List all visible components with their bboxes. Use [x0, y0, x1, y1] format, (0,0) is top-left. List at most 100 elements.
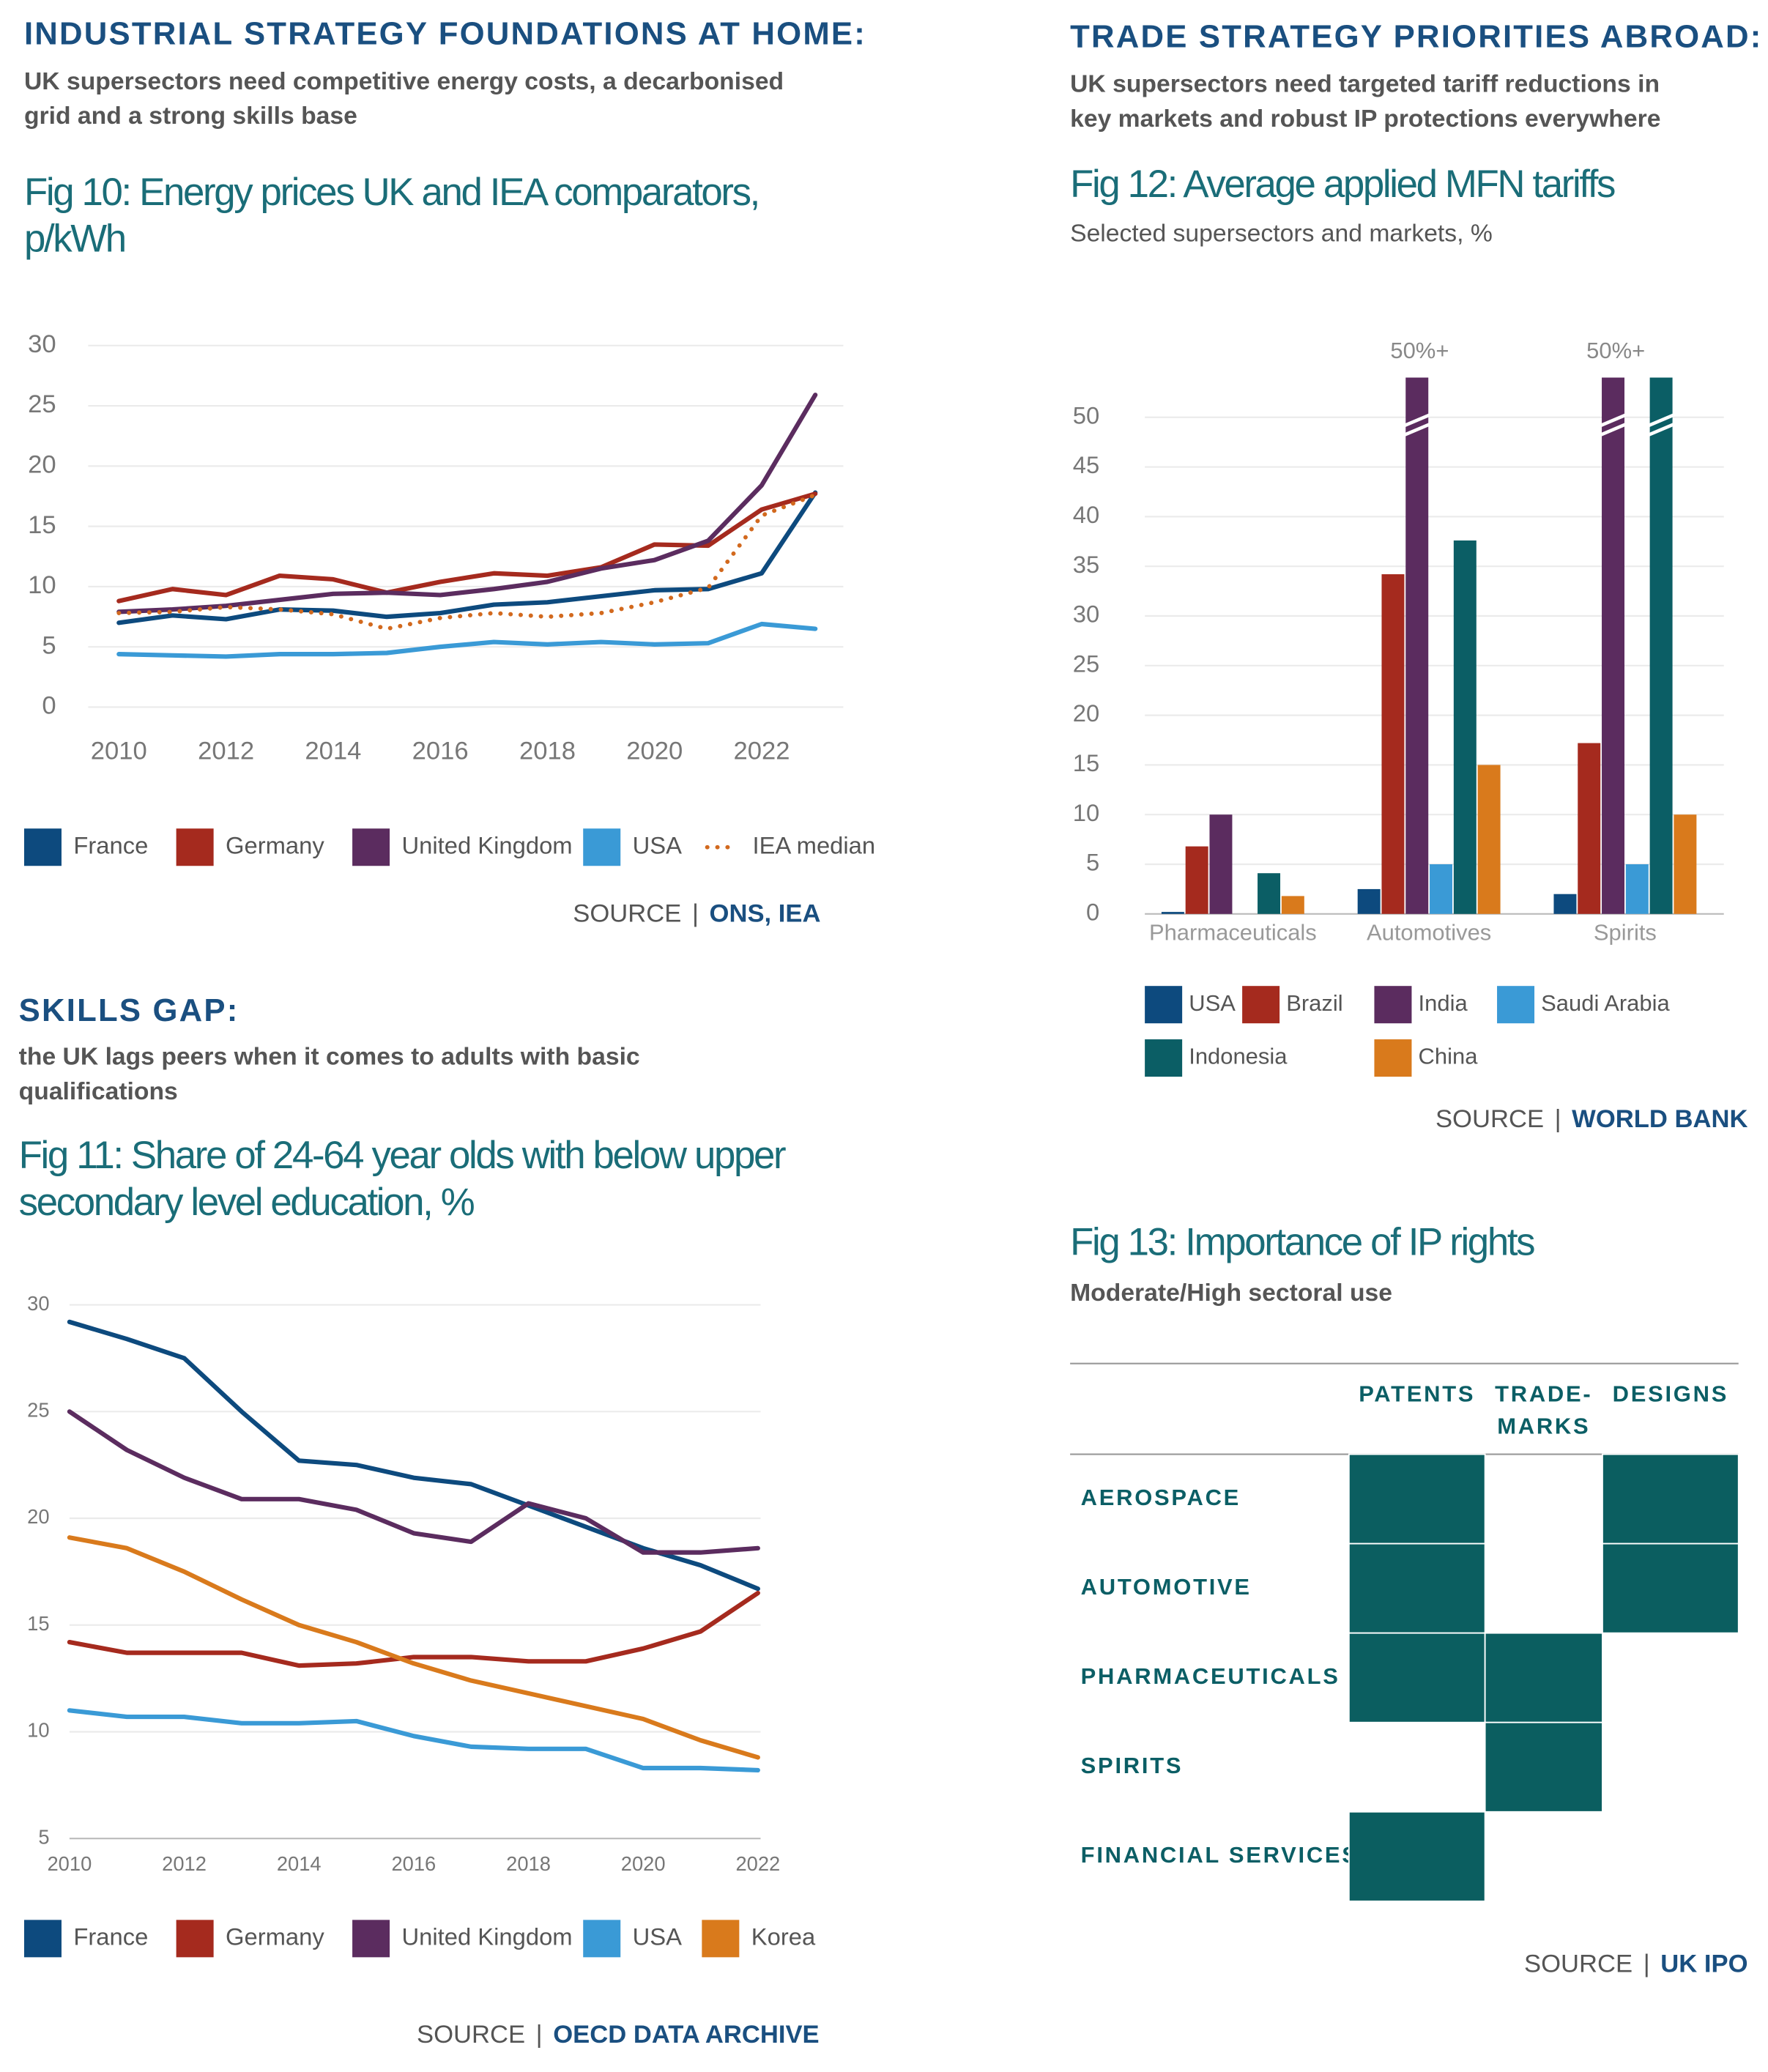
section-subtitle: qualifications — [19, 1077, 178, 1105]
source-label: SOURCE — [1524, 1950, 1633, 1978]
y-tick-label: 25 — [1073, 650, 1099, 677]
value-label: 50%+ — [1586, 338, 1645, 363]
source-separator: | — [1643, 1950, 1650, 1978]
x-tick-label: 2010 — [91, 738, 147, 765]
legend-swatch — [1374, 1039, 1412, 1077]
table-cell — [1602, 1453, 1739, 1545]
source-label: SOURCE — [573, 900, 681, 928]
figure-subtitle: Moderate/High sectoral use — [1070, 1279, 1392, 1307]
row-label: AEROSPACE — [1081, 1485, 1241, 1510]
legend-label: IEA median — [753, 831, 876, 858]
source-label: SOURCE — [417, 2021, 525, 2049]
axis-break — [1600, 413, 1627, 428]
legend-label: India — [1419, 990, 1468, 1016]
bar — [1674, 814, 1697, 914]
section-heading: SKILLS GAP: — [19, 992, 239, 1028]
x-tick-label: 2016 — [391, 1852, 436, 1875]
x-tick-label: Automotives — [1367, 919, 1491, 945]
column-header: PATENTS — [1359, 1381, 1475, 1407]
y-tick-label: 20 — [27, 1505, 49, 1528]
y-tick-label: 40 — [1073, 501, 1099, 528]
figure-title: secondary level education, % — [19, 1181, 475, 1224]
bar — [1649, 377, 1673, 914]
legend-swatch — [1374, 986, 1412, 1024]
bar — [1578, 743, 1601, 914]
section-heading: TRADE STRATEGY PRIORITIES ABROAD: — [1070, 18, 1762, 54]
y-tick-label: 25 — [28, 390, 56, 418]
legend-label: Indonesia — [1189, 1044, 1288, 1069]
x-tick-label: 2020 — [621, 1852, 666, 1875]
x-tick-label: 2022 — [735, 1852, 780, 1875]
source-separator: | — [692, 900, 699, 928]
legend-swatch — [1145, 986, 1183, 1024]
bar — [1453, 540, 1477, 914]
bar — [1209, 814, 1233, 914]
legend-label: Brazil — [1286, 990, 1342, 1016]
legend-label: United Kingdom — [401, 1923, 572, 1950]
legend-label: Germany — [226, 831, 324, 858]
source-separator: | — [1555, 1105, 1561, 1133]
column-header: DESIGNS — [1613, 1381, 1728, 1407]
axis-break — [1403, 423, 1430, 437]
bar — [1185, 846, 1208, 914]
y-tick-label: 10 — [28, 571, 56, 599]
x-tick-label: 2018 — [506, 1852, 551, 1875]
x-tick-label: 2012 — [162, 1852, 207, 1875]
table-cell — [1348, 1632, 1486, 1723]
y-tick-label: 0 — [42, 692, 56, 720]
x-tick-label: 2022 — [734, 738, 790, 765]
y-tick-label: 5 — [1086, 849, 1099, 876]
series-line — [67, 1535, 760, 1760]
y-tick-label: 5 — [42, 631, 56, 659]
x-tick-label: 2020 — [626, 738, 683, 765]
y-tick-label: 15 — [28, 511, 56, 539]
bar — [1161, 912, 1184, 914]
y-tick-label: 20 — [28, 450, 56, 478]
source: SOURCE | UK IPO — [1524, 1950, 1747, 1978]
legend-swatch — [23, 1920, 62, 1958]
y-tick-label: 35 — [1073, 551, 1099, 578]
section-heading: INDUSTRIAL STRATEGY FOUNDATIONS AT HOME: — [24, 16, 866, 52]
source-name: ONS, IEA — [710, 900, 821, 928]
y-tick-label: 15 — [27, 1612, 49, 1635]
series-line — [116, 621, 818, 659]
bar — [1405, 377, 1429, 914]
x-tick-label: 2014 — [305, 738, 361, 765]
figure-title: Fig 10: Energy prices UK and IEA compara… — [24, 171, 759, 214]
legend-swatch — [176, 828, 214, 866]
legend-label: Germany — [226, 1923, 324, 1950]
bar — [1281, 896, 1304, 914]
legend-swatch — [583, 1920, 621, 1958]
section-subtitle: UK supersectors need targeted tariff red… — [1070, 70, 1660, 97]
y-tick-label: 15 — [1073, 749, 1099, 776]
series-line — [67, 1708, 760, 1773]
legend-label: USA — [633, 831, 683, 858]
y-tick-label: 10 — [27, 1719, 49, 1742]
source: SOURCE | ONS, IEA — [573, 900, 820, 928]
bar — [1602, 377, 1625, 914]
legend-label: United Kingdom — [401, 831, 572, 858]
y-tick-label: 25 — [27, 1399, 49, 1422]
x-tick-label: 2016 — [412, 738, 469, 765]
series-line — [116, 492, 818, 631]
series-line — [67, 1590, 760, 1668]
value-label: 50%+ — [1390, 338, 1449, 363]
series-line — [67, 1319, 760, 1592]
legend-swatch — [702, 1920, 740, 1958]
series-line — [116, 393, 818, 614]
legend-swatch — [352, 1920, 390, 1958]
legend-swatch — [1497, 986, 1535, 1024]
x-tick-label: 2014 — [277, 1852, 322, 1875]
legend-swatch — [352, 828, 390, 866]
column-header: MARKS — [1497, 1413, 1590, 1438]
row-label: SPIRITS — [1081, 1753, 1184, 1778]
bar — [1625, 864, 1649, 914]
row-label: PHARMACEUTICALS — [1081, 1663, 1340, 1689]
axis-break — [1647, 413, 1675, 428]
bar — [1381, 574, 1405, 914]
x-tick-label: 2012 — [198, 738, 254, 765]
y-tick-label: 5 — [38, 1825, 49, 1848]
table-cell — [1484, 1721, 1603, 1813]
figure-title: Fig 12: Average applied MFN tariffs — [1070, 163, 1615, 206]
